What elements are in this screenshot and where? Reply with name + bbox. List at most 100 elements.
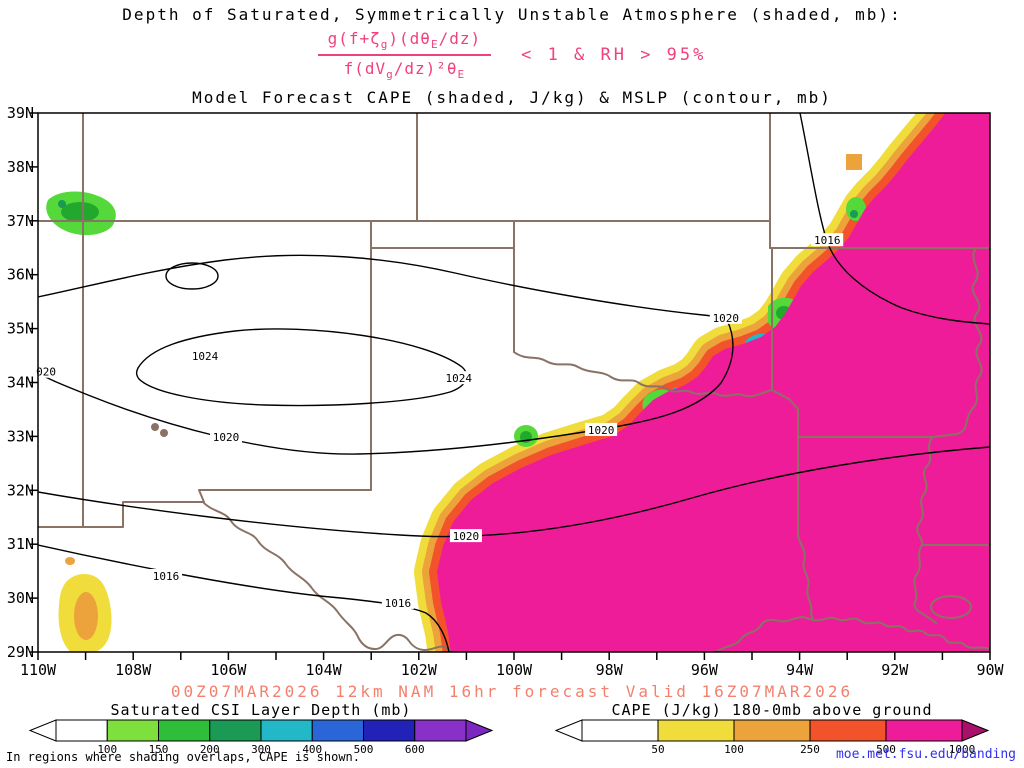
colorbar-cell (657, 719, 735, 742)
contour-label-box (449, 529, 482, 543)
formula-num-sub-g: g (380, 38, 389, 52)
colorbar-cell (363, 719, 416, 742)
mslp-contour-label: 1016 (814, 234, 841, 247)
formula-den-sub-g: g (386, 68, 394, 82)
cape-patch (74, 592, 98, 640)
colorbar-cell (885, 719, 963, 742)
mslp-contour-1024 (135, 328, 468, 407)
title-line-1: Depth of Saturated, Symmetrically Unstab… (122, 5, 902, 24)
lon-tick-label: 100W (496, 661, 533, 679)
lon-tick-label: 90W (976, 661, 1004, 679)
lat-tick-label: 31N (7, 535, 34, 553)
colorbar-arrow-left (28, 719, 57, 742)
cape-patch (65, 557, 75, 565)
colorbar-tick-label: 600 (405, 743, 425, 756)
colorbar-cell (581, 719, 659, 742)
colorbar-cell (260, 719, 313, 742)
mslp-contour-labels: 020 1024 1024 1020 1020 1020 1020 1016 1016 1016 (33, 233, 844, 610)
legend-title-csi: Saturated CSI Layer Depth (mb) (110, 701, 412, 719)
colorbar-cell (55, 719, 108, 742)
contour-label-box (442, 371, 475, 385)
lat-tick-label: 34N (7, 374, 34, 392)
border-la-ms (916, 436, 990, 546)
lat-tick-label: 35N (7, 320, 34, 338)
lon-tick-label: 102W (401, 661, 438, 679)
mslp-contour-label: 1020 (453, 530, 480, 543)
mississippi-river-south (913, 544, 937, 624)
lat-tick-label: 32N (7, 481, 34, 499)
colorbar-cell (809, 719, 887, 742)
formula-fraction: g(f+ζg)(dθE/dz) f(dVg/dz)²θE (317, 29, 492, 82)
colorbar-cell (414, 719, 467, 742)
formula-den-text: /dz)²θ (393, 59, 458, 79)
formula-numerator: g(f+ζg)(dθE/dz) (317, 29, 492, 57)
colorbar-cell (311, 719, 364, 742)
mslp-contour (165, 262, 219, 290)
mslp-contour-1016-ne (799, 113, 990, 325)
site-url-link[interactable]: moe.met.fsu.edu/banding (835, 747, 1016, 762)
mslp-contour-1016-sw (38, 544, 450, 652)
lon-tick-label: 96W (691, 661, 719, 679)
formula-num-text: )(dθ (388, 29, 431, 48)
cape-isolated-patches (58, 154, 862, 652)
lat-tick-label: 30N (7, 589, 34, 607)
formula-den-text: f(dV (343, 59, 387, 79)
lon-tick-label: 108W (115, 661, 152, 679)
title-line-2: Model Forecast CAPE (shaded, J/kg) & MSL… (192, 88, 832, 107)
formula-num-sub-e: E (430, 38, 439, 52)
state-borders (38, 113, 990, 652)
lake-pontchartrain (930, 595, 972, 619)
colorbar-arrow-right (465, 719, 494, 742)
mslp-contour-label: 1024 (446, 372, 473, 385)
formula-num-text: g(f+ζ (327, 29, 381, 48)
lat-tick-label: 37N (7, 212, 34, 230)
overlap-note: In regions where shading overlaps, CAPE … (6, 750, 361, 764)
colorbar-cell (158, 719, 211, 742)
mslp-contour-label: 1020 (213, 431, 240, 444)
lon-tick-label: 106W (210, 661, 247, 679)
legend-title-cape: CAPE (J/kg) 180-0mb above ground (611, 701, 933, 719)
colorbar-tick-label: 400 (302, 743, 322, 756)
cape-max-region (437, 113, 990, 652)
colorbar-tick-label: 300 (251, 743, 271, 756)
contour-label-box (709, 310, 742, 324)
colorbar-arrow-left (554, 719, 583, 742)
border-tx-32n (198, 489, 372, 503)
border-red-river (513, 351, 799, 410)
colorbar-tick-label: 50 (651, 743, 664, 756)
colorbar-cell (733, 719, 811, 742)
colorbar-tick-label: 1000 (949, 743, 976, 756)
contour-label-box (150, 569, 183, 583)
gulf-coastline (715, 616, 990, 652)
csi-patch (850, 210, 858, 218)
csi-patch (58, 200, 66, 208)
formula-num-text: /dz) (438, 29, 482, 48)
lat-tick-label: 39N (7, 104, 34, 122)
mslp-contours (38, 113, 990, 652)
mslp-contour-label: 1020 (588, 424, 615, 437)
contour-label-box (381, 595, 414, 609)
csi-patch (61, 202, 99, 222)
formula-condition: < 1 & RH > 95% (521, 45, 707, 66)
contour-label-box (811, 233, 844, 247)
colorbar-tick-label: 150 (149, 743, 169, 756)
mslp-contour-label: 1016 (385, 597, 412, 610)
lon-tick-label: 92W (881, 661, 909, 679)
lake-dot (151, 423, 159, 431)
contour-label-box (189, 349, 222, 363)
cape-patch (846, 154, 862, 170)
formula-den-sub-e: E (457, 68, 466, 82)
lon-tick-label: 104W (306, 661, 343, 679)
colorbar-tick-label: 100 (97, 743, 117, 756)
border-mexico-nm (38, 501, 204, 528)
mslp-contour-label: 020 (36, 366, 56, 379)
colorbar-tick-label: 250 (800, 743, 820, 756)
csi-colorbar: 100 150 200 300 400 500 600 (28, 719, 494, 756)
lon-tick-label: 94W (786, 661, 814, 679)
lat-tick-label: 29N (7, 643, 34, 661)
colorbar-cell (106, 719, 159, 742)
mslp-contour-label: 1020 (713, 312, 740, 325)
